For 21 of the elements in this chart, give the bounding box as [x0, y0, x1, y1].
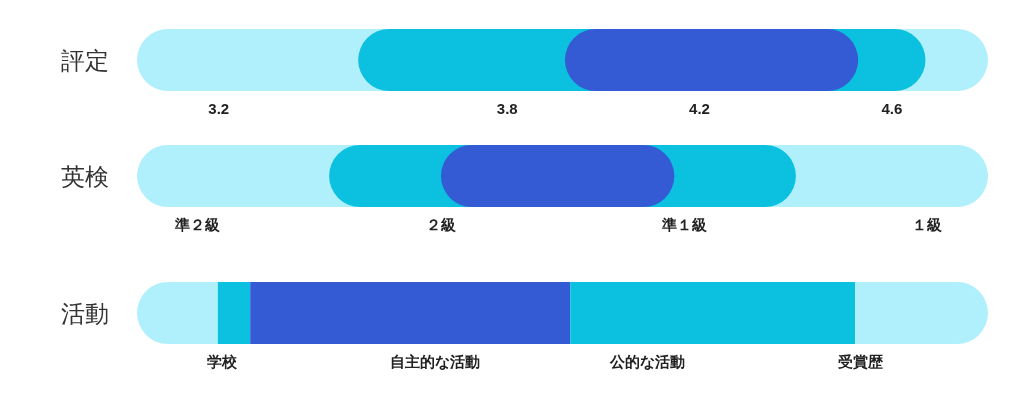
bar [855, 282, 988, 344]
y-tick-label: 評定 [61, 46, 109, 74]
y-tick-label: 英検 [61, 162, 109, 190]
bar [250, 282, 571, 344]
annotation: 自主的な活動 [389, 353, 480, 370]
bar [570, 282, 856, 344]
bar [217, 282, 251, 344]
x-tick-label: 準１級 [660, 216, 708, 233]
y-tick-label: 活動 [61, 299, 109, 327]
x-tick-label: 4.6 [881, 100, 903, 117]
x-tick-label: １級 [912, 216, 944, 233]
annotation: 受賞歴 [836, 353, 884, 370]
bar [440, 145, 675, 207]
annotation: 学校 [207, 353, 239, 370]
x-tick-label: 3.2 [208, 100, 230, 117]
x-tick-label: ２級 [425, 216, 457, 233]
bar [564, 29, 859, 91]
x-tick-label: 準２級 [174, 216, 222, 233]
x-tick-label: 4.2 [689, 100, 710, 117]
annotation: 公的な活動 [609, 353, 686, 370]
x-tick-label: 3.8 [496, 100, 518, 117]
